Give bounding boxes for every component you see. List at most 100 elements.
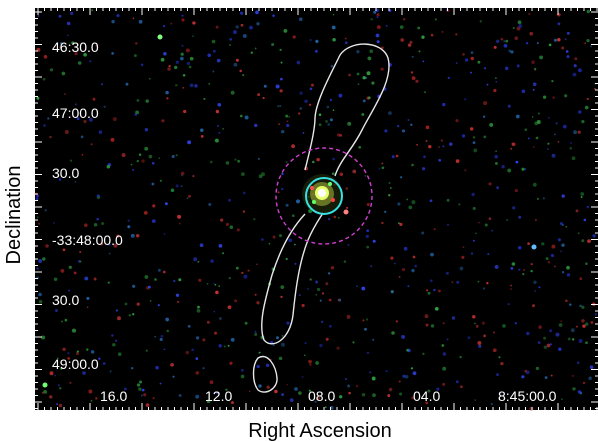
photon-event bbox=[461, 134, 466, 138]
photon-event bbox=[524, 168, 527, 171]
photon-event bbox=[66, 21, 71, 26]
photon-event bbox=[242, 74, 245, 77]
photon-event bbox=[416, 143, 419, 146]
photon-event bbox=[356, 285, 358, 288]
photon-event bbox=[86, 348, 89, 351]
photon-event bbox=[172, 375, 175, 378]
photon-event bbox=[328, 272, 331, 275]
photon-event bbox=[364, 327, 367, 331]
photon-event bbox=[411, 76, 416, 80]
photon-event bbox=[315, 280, 319, 284]
photon-event bbox=[180, 185, 183, 188]
photon-event bbox=[195, 394, 200, 399]
photon-event bbox=[192, 35, 194, 38]
photon-event bbox=[475, 232, 477, 235]
photon-event bbox=[77, 61, 82, 65]
photon-event bbox=[89, 60, 92, 63]
photon-event bbox=[324, 406, 327, 409]
photon-event bbox=[303, 354, 306, 357]
photon-event bbox=[200, 134, 204, 138]
photon-event bbox=[464, 98, 467, 101]
photon-event bbox=[518, 24, 523, 28]
photon-event bbox=[159, 337, 163, 341]
photon-event bbox=[361, 393, 366, 397]
photon-event bbox=[512, 206, 516, 210]
photon-event bbox=[411, 163, 414, 167]
photon-event bbox=[564, 38, 567, 41]
photon-event bbox=[422, 352, 425, 356]
photon-event bbox=[496, 373, 499, 376]
photon-event bbox=[107, 281, 110, 284]
photon-event bbox=[135, 234, 140, 238]
photon-event bbox=[63, 93, 66, 96]
photon-event bbox=[428, 145, 432, 149]
photon-event bbox=[462, 246, 465, 248]
photon-event bbox=[411, 268, 415, 273]
photon-event bbox=[152, 204, 156, 208]
photon-event bbox=[207, 53, 211, 58]
photon-event bbox=[175, 293, 180, 297]
photon-event bbox=[113, 243, 118, 248]
photon-event bbox=[356, 385, 358, 387]
photon-event bbox=[376, 16, 379, 19]
photon-event bbox=[54, 374, 57, 377]
photon-event bbox=[162, 270, 166, 274]
photon-event bbox=[233, 62, 238, 67]
photon-event bbox=[195, 371, 200, 375]
photon-event bbox=[401, 334, 406, 339]
photon-event bbox=[532, 182, 537, 187]
photon-event bbox=[399, 222, 403, 226]
photon-event bbox=[388, 387, 393, 392]
photon-event bbox=[544, 376, 548, 380]
photon-event bbox=[531, 60, 535, 65]
photon-event bbox=[442, 322, 445, 325]
photon-event bbox=[283, 28, 288, 33]
photon-event bbox=[318, 113, 322, 116]
photon-event bbox=[69, 159, 73, 162]
photon-event bbox=[584, 42, 587, 44]
photon-event bbox=[288, 238, 293, 243]
photon-event bbox=[272, 344, 275, 347]
photon-event bbox=[88, 389, 93, 394]
photon-event bbox=[570, 328, 575, 333]
photon-event bbox=[143, 393, 147, 397]
photon-event bbox=[521, 167, 525, 171]
photon-event bbox=[397, 124, 400, 128]
photon-event bbox=[511, 142, 516, 147]
photon-event bbox=[557, 22, 561, 26]
photon-event bbox=[36, 267, 39, 270]
photon-event bbox=[425, 125, 430, 130]
photon-event bbox=[532, 146, 535, 148]
photon-event bbox=[319, 343, 323, 348]
photon-event bbox=[530, 269, 533, 273]
photon-event bbox=[529, 406, 534, 411]
photon-event bbox=[215, 25, 219, 29]
photon-event bbox=[549, 329, 553, 333]
photon-event bbox=[579, 304, 582, 308]
photon-event bbox=[256, 22, 260, 26]
photon-event bbox=[527, 137, 530, 140]
photon-event bbox=[417, 26, 421, 30]
photon-event bbox=[174, 65, 178, 70]
photon-event bbox=[489, 122, 494, 127]
photon-event bbox=[117, 352, 122, 356]
photon-event bbox=[309, 87, 313, 91]
photon-event bbox=[35, 197, 39, 201]
photon-event bbox=[534, 218, 537, 221]
photon-event bbox=[132, 17, 135, 20]
photon-event bbox=[91, 9, 94, 12]
photon-event bbox=[481, 321, 485, 325]
photon-event bbox=[148, 154, 153, 159]
photon-event bbox=[546, 147, 549, 150]
photon-event bbox=[217, 103, 222, 107]
photon-event bbox=[38, 222, 41, 225]
photon-event bbox=[309, 363, 312, 366]
photon-event bbox=[216, 124, 220, 127]
photon-event bbox=[371, 81, 375, 85]
photon-event bbox=[507, 303, 510, 306]
photon-event bbox=[155, 365, 159, 370]
photon-event bbox=[456, 280, 460, 284]
photon-event bbox=[541, 242, 545, 246]
photon-event bbox=[235, 25, 239, 29]
photon-event bbox=[62, 347, 66, 351]
